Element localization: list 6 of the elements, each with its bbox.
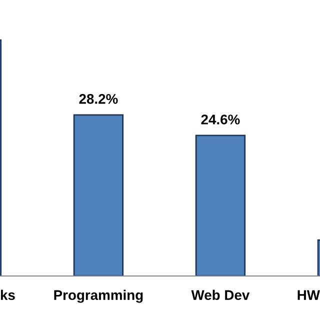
x-tick-label: HW [298, 290, 320, 300]
data-label: 28.2% [79, 94, 118, 104]
x-tick-label: Web Dev [191, 290, 250, 300]
x-tick-label: Programming [54, 290, 143, 303]
data-label: 24.6% [201, 114, 240, 124]
x-tick-label: ks [0, 290, 15, 300]
